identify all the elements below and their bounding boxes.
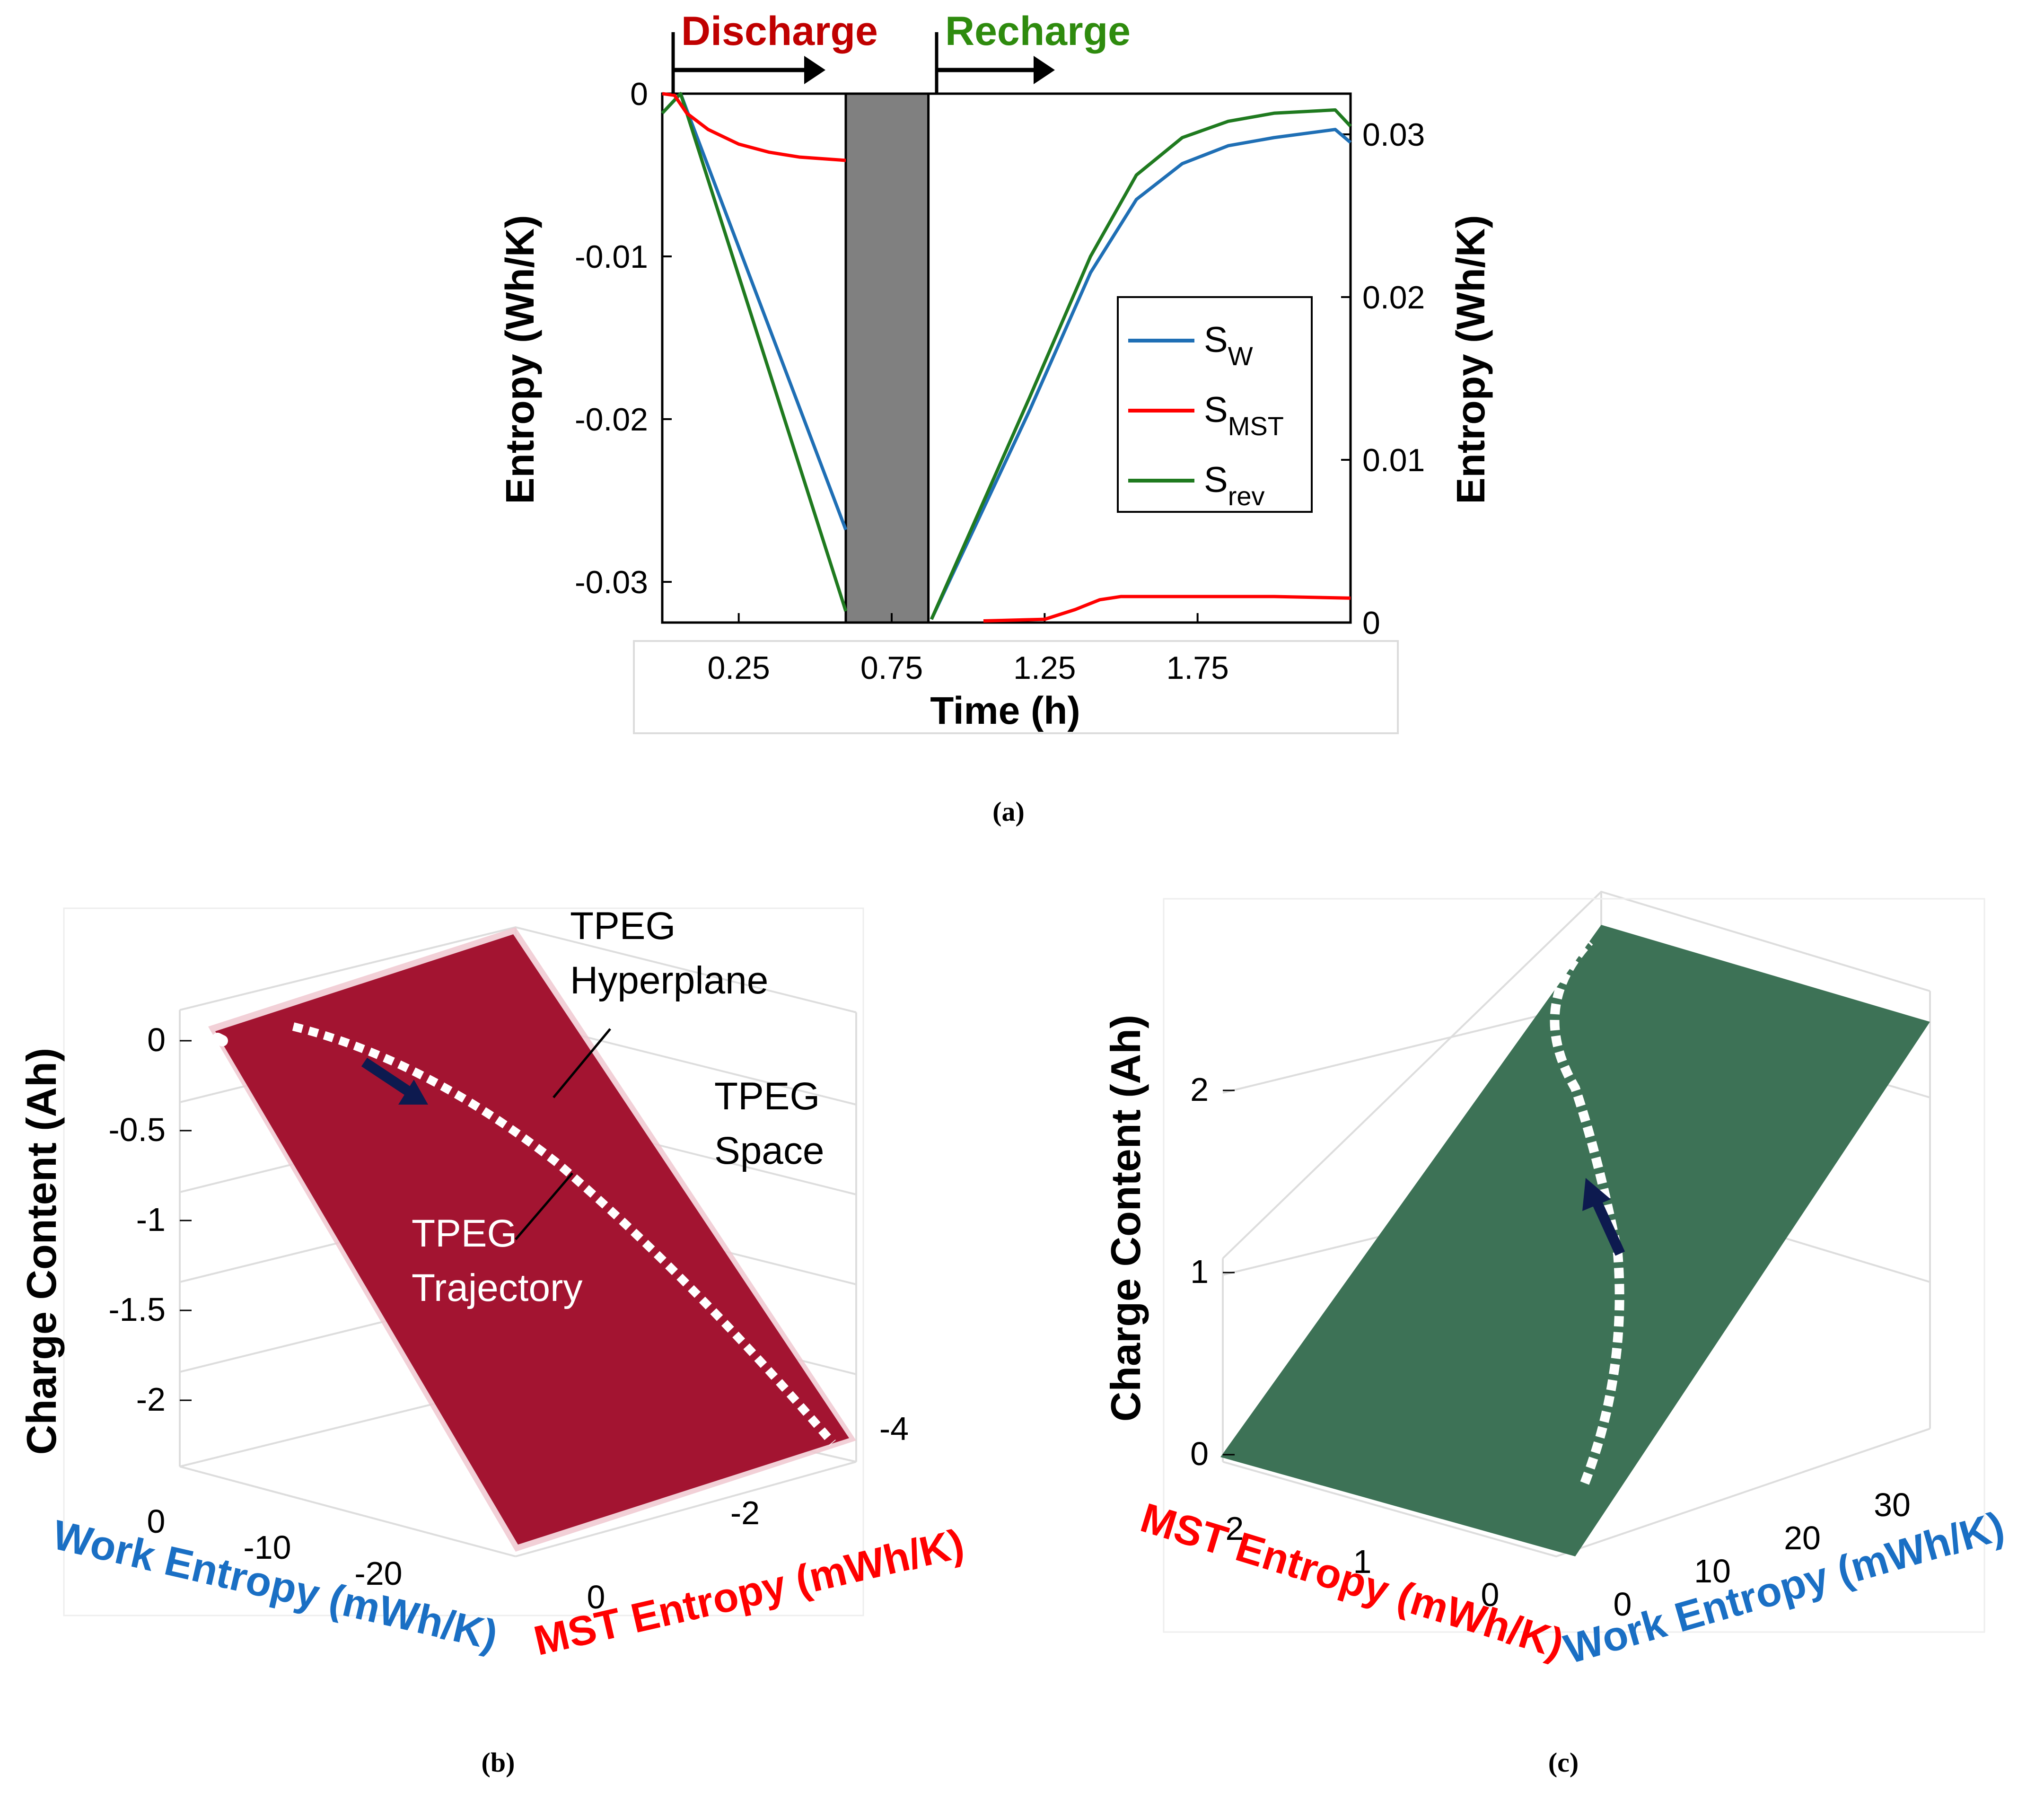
plot-a-frame bbox=[661, 92, 1352, 624]
y-left-tick-label: 0 bbox=[630, 76, 648, 112]
b-y-tick-label: -2 bbox=[730, 1494, 760, 1531]
space-label-line1: TPEG bbox=[714, 1075, 820, 1118]
tpeg-hyperplane-surface-c bbox=[1220, 925, 1930, 1556]
hyperplane-label-line1: TPEG bbox=[570, 904, 675, 948]
y-right-tick-label: 0.01 bbox=[1362, 442, 1425, 478]
tpeg-hyperplane-surface bbox=[215, 934, 849, 1545]
x-tick-label: 0.25 bbox=[707, 650, 770, 686]
x-tick-label: 1.25 bbox=[1013, 650, 1076, 686]
rest-period-band bbox=[844, 92, 930, 624]
panel-b-z-ticks: 0 -0.5 -1 -1.5 -2 bbox=[108, 1021, 192, 1418]
trajectory-leader-line bbox=[515, 1172, 573, 1240]
b-x-tick-label: 0 bbox=[147, 1503, 166, 1540]
y-right-tick-label: 0.03 bbox=[1362, 117, 1425, 153]
legend-label-W: SW bbox=[1204, 320, 1253, 371]
c-y-tick-label: 0 bbox=[1614, 1586, 1632, 1623]
panel-b-y-ticks: 0 -2 -4 bbox=[587, 1410, 909, 1616]
series-line-2 bbox=[662, 92, 846, 162]
series-lines bbox=[661, 92, 1352, 623]
b-x-tick-label: -10 bbox=[243, 1529, 291, 1566]
c-y-tick-label: 30 bbox=[1874, 1486, 1911, 1523]
panel-b-z-axis-label: Charge Content (Ah) bbox=[18, 1048, 65, 1455]
panel-a-label: (a) bbox=[992, 796, 1025, 827]
discharge-arrowhead-icon bbox=[804, 56, 825, 84]
panel-b-3d-surface: TPEG Hyperplane TPEG Space TPEG Trajecto… bbox=[18, 904, 968, 1778]
right-y-axis-label: Entropy (Wh/K) bbox=[1448, 215, 1493, 504]
trajectory-start-point bbox=[212, 1033, 228, 1046]
legend-label-MST: SMST bbox=[1204, 390, 1284, 441]
b-z-tick-label: -0.5 bbox=[108, 1111, 166, 1148]
legend-label-rev: Srev bbox=[1204, 460, 1265, 511]
b-z-tick-label: -2 bbox=[136, 1381, 166, 1418]
y-left-tick-label: -0.03 bbox=[575, 564, 648, 600]
panel-c-z-ticks: 0 1 2 bbox=[1190, 1071, 1235, 1472]
x-tick-label: 0.75 bbox=[860, 650, 923, 686]
legend: SW SMST Srev bbox=[1117, 296, 1313, 513]
c-x-tick-label: 1 bbox=[1353, 1543, 1372, 1580]
b-z-tick-label: -1.5 bbox=[108, 1291, 166, 1328]
time-axis-frame bbox=[633, 640, 1399, 734]
panel-c-label: (c) bbox=[1548, 1747, 1579, 1778]
y-left-tick-label: -0.01 bbox=[575, 239, 648, 275]
discharge-label: Discharge bbox=[681, 9, 878, 54]
y-right-tick-label: 0 bbox=[1362, 605, 1380, 641]
panel-c-x-ticks: 2 1 0 bbox=[1226, 1510, 1500, 1613]
series-line-1 bbox=[661, 92, 848, 612]
b-z-tick-label: 0 bbox=[147, 1021, 166, 1058]
c-x-tick-label: 2 bbox=[1226, 1510, 1244, 1547]
trajectory-direction-arrow-c bbox=[1591, 1199, 1625, 1256]
y-right-tick-label: 0.02 bbox=[1362, 280, 1425, 316]
c-y-tick-label: 10 bbox=[1694, 1553, 1731, 1589]
series-line-3 bbox=[930, 128, 1352, 620]
trajectory-arrowhead-icon bbox=[398, 1080, 428, 1105]
b-x-tick-label: -20 bbox=[354, 1555, 402, 1592]
tpeg-trajectory bbox=[292, 1022, 836, 1446]
c-x-tick-label: 0 bbox=[1481, 1576, 1500, 1613]
panel-b-label: (b) bbox=[482, 1747, 515, 1778]
x-axis-ticks: 0.25 0.75 1.25 1.75 bbox=[707, 613, 1229, 686]
series-line-5 bbox=[983, 595, 1351, 623]
c-z-tick-label: 1 bbox=[1190, 1253, 1209, 1290]
right-y-axis-ticks: 0.03 0.02 0.01 0 bbox=[1341, 117, 1425, 641]
hyperplane-label-line2: Hyperplane bbox=[570, 959, 768, 1002]
recharge-arrowhead-icon bbox=[1034, 56, 1055, 84]
trajectory-label-line1: TPEG bbox=[412, 1212, 517, 1255]
b-y-tick-label: 0 bbox=[587, 1579, 605, 1616]
left-y-axis-ticks: 0 -0.01 -0.02 -0.03 bbox=[575, 76, 672, 600]
series-line-4 bbox=[930, 108, 1352, 620]
b-y-tick-label: -4 bbox=[879, 1410, 909, 1447]
c-z-tick-label: 0 bbox=[1190, 1435, 1209, 1472]
recharge-label: Recharge bbox=[945, 9, 1131, 54]
trajectory-label-line2: Trajectory bbox=[412, 1266, 582, 1309]
left-y-axis-label: Entropy (Wh/K) bbox=[498, 215, 542, 504]
legend-box bbox=[1117, 296, 1313, 513]
panel-a-time-entropy-chart: 0.25 0.75 1.25 1.75 0-0.01-0.02-0.03 0.030.… bbox=[498, 9, 1493, 827]
panel-c-y-ticks: 0 10 20 30 bbox=[1614, 1486, 1911, 1623]
trajectory-arrowhead-icon-c bbox=[1582, 1178, 1611, 1211]
c-y-tick-label: 20 bbox=[1784, 1519, 1821, 1556]
tpeg-trajectory-c bbox=[1550, 938, 1624, 1485]
x-axis-label: Time (h) bbox=[930, 689, 1080, 732]
c-z-tick-label: 2 bbox=[1190, 1071, 1209, 1108]
panel-b-x-ticks: 0 -10 -20 bbox=[147, 1503, 403, 1592]
trajectory-direction-arrow bbox=[361, 1057, 414, 1098]
space-label-line2: Space bbox=[714, 1129, 825, 1172]
b-z-tick-label: -1 bbox=[136, 1201, 166, 1238]
hyperplane-leader-line bbox=[553, 1028, 611, 1098]
x-tick-label: 1.75 bbox=[1166, 650, 1228, 686]
y-left-tick-label: -0.02 bbox=[575, 402, 648, 438]
panel-c-z-axis-label: Charge Content (Ah) bbox=[1102, 1015, 1149, 1422]
